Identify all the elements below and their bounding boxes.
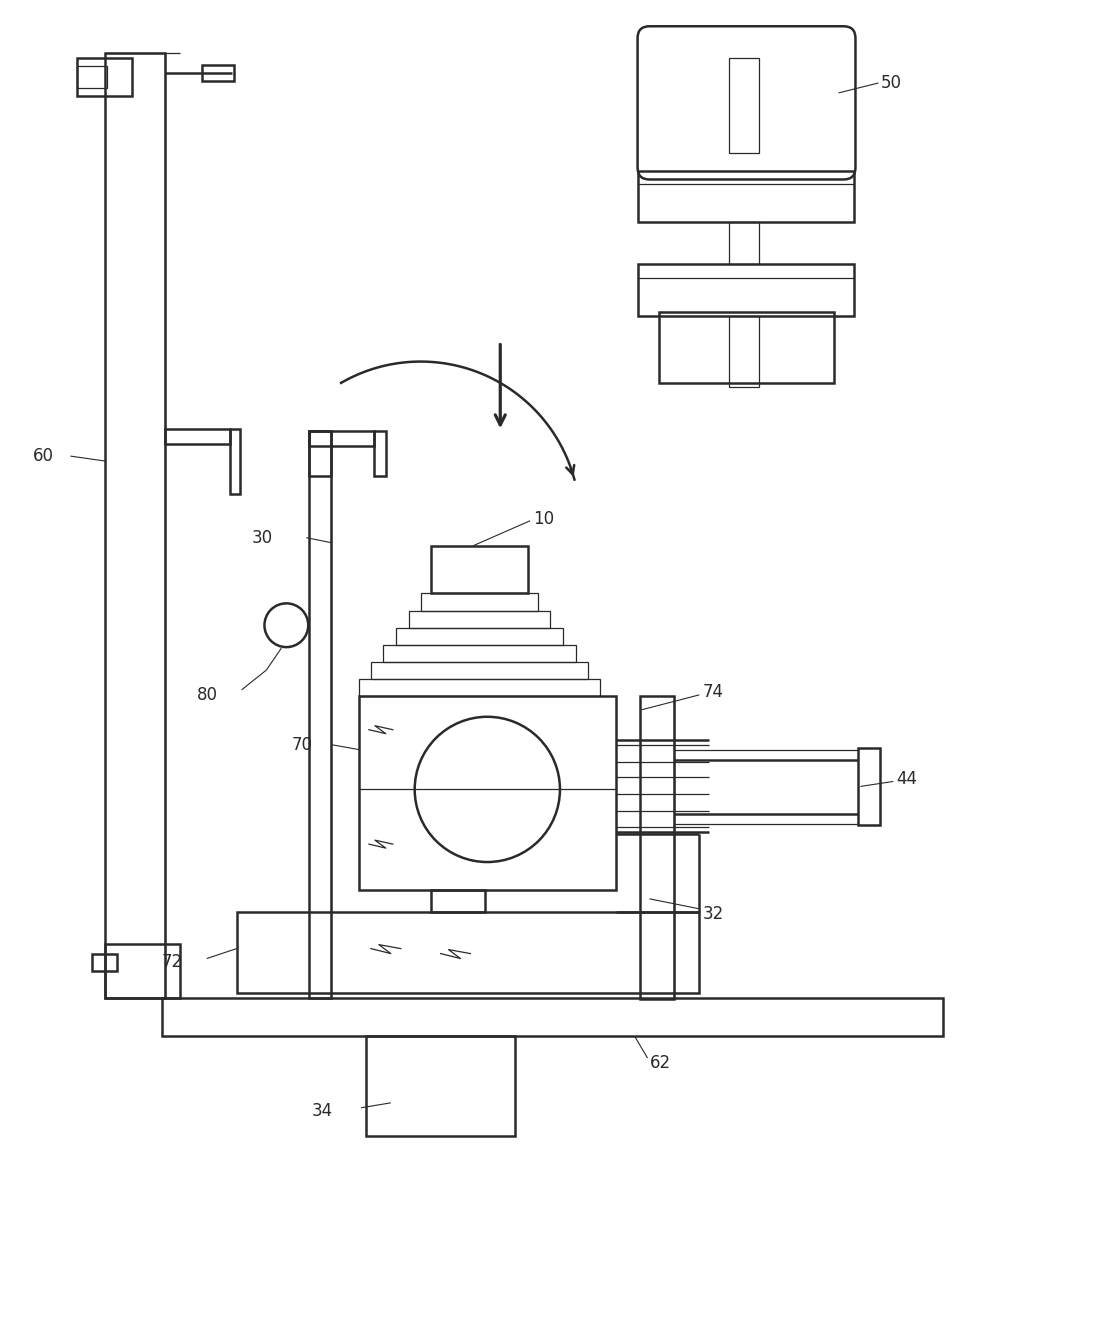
Text: 34: 34 [312,1101,333,1120]
Text: 70: 70 [292,736,313,753]
Bar [309,431,373,446]
Bar [165,430,230,445]
Bar [371,662,588,680]
Text: 72: 72 [162,952,183,971]
Text: 44: 44 [896,771,917,788]
Bar [729,223,759,265]
Bar [431,890,485,912]
Text: 10: 10 [533,510,555,528]
Bar [162,998,943,1037]
Text: 62: 62 [650,1054,671,1072]
Bar [638,265,854,316]
Bar [373,431,386,475]
Bar [93,954,117,971]
Bar [640,696,674,999]
Text: 80: 80 [197,686,218,704]
Bar [859,748,881,825]
Bar [396,629,562,645]
Bar [409,611,550,629]
Bar [638,171,854,223]
Bar [431,545,528,594]
Bar [236,912,699,994]
Bar [105,54,165,998]
Bar [729,58,759,153]
Bar [421,594,538,611]
Bar [77,58,133,95]
Text: 60: 60 [33,447,54,465]
Bar [105,944,180,998]
Bar [729,316,759,387]
Bar [359,680,600,696]
Bar [660,312,833,384]
Bar [77,66,107,87]
Bar [309,431,332,998]
Text: 32: 32 [703,905,724,923]
Bar [359,696,615,890]
Bar [230,430,240,494]
Bar [309,431,332,475]
Bar [366,1037,515,1136]
Text: 74: 74 [703,682,724,701]
Bar [202,64,233,81]
Text: 50: 50 [881,74,902,91]
Bar [382,645,576,662]
Text: 30: 30 [252,529,273,547]
